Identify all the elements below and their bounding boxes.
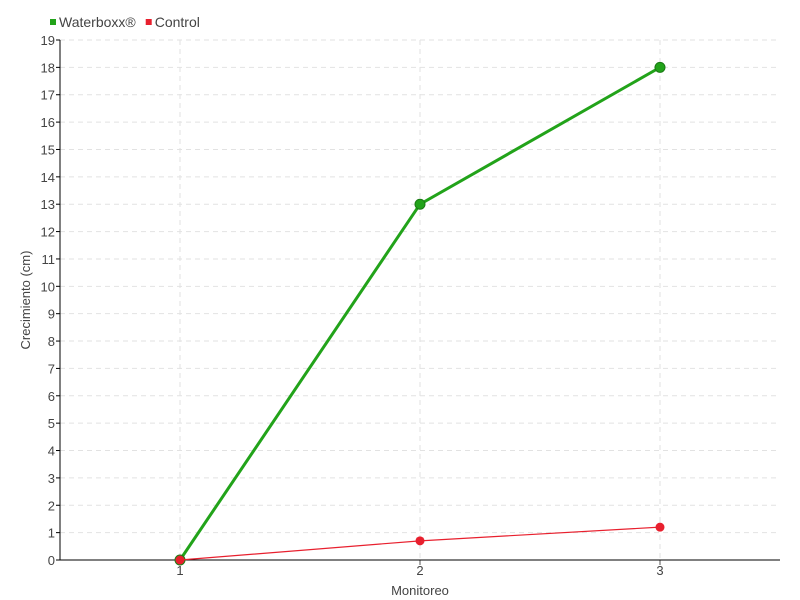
y-tick-label: 7 <box>48 361 55 376</box>
x-tick-label: 3 <box>656 563 663 578</box>
y-tick-label: 13 <box>41 197 55 212</box>
data-point <box>654 61 666 73</box>
y-tick-label: 1 <box>48 526 55 541</box>
y-tick-label: 5 <box>48 416 55 431</box>
y-tick-label: 10 <box>41 279 55 294</box>
legend-swatch <box>145 19 152 25</box>
y-tick-label: 18 <box>41 60 55 75</box>
legend-label: Waterboxx® <box>59 14 136 30</box>
data-point <box>415 536 425 546</box>
y-tick-label: 3 <box>48 471 55 486</box>
x-tick-label: 1 <box>176 563 183 578</box>
grid <box>60 39 780 560</box>
y-tick-label: 0 <box>48 553 55 568</box>
x-axis-label: Monitoreo <box>391 583 449 598</box>
y-tick-label: 2 <box>48 498 55 513</box>
y-tick-label: 14 <box>41 170 55 185</box>
data-point <box>414 198 426 210</box>
y-tick-label: 15 <box>41 142 55 157</box>
y-axis-label: Crecimiento (cm) <box>18 251 33 350</box>
legend-swatch <box>50 19 56 25</box>
y-tick-label: 8 <box>48 334 55 349</box>
series <box>174 61 666 566</box>
y-tick-label: 9 <box>48 307 55 322</box>
y-tick-label: 16 <box>41 115 55 130</box>
data-point <box>175 555 185 565</box>
data-point <box>655 522 665 532</box>
x-tick-label: 2 <box>416 563 423 578</box>
y-tick-label: 4 <box>48 444 55 459</box>
y-tick-label: 6 <box>48 389 55 404</box>
legend: Waterboxx® Control <box>50 14 200 30</box>
legend-label: Control <box>155 14 200 30</box>
y-tick-label: 19 <box>41 33 55 48</box>
y-tick-label: 12 <box>41 225 55 240</box>
y-tick-label: 11 <box>42 252 56 267</box>
y-tick-label: 17 <box>41 88 55 103</box>
